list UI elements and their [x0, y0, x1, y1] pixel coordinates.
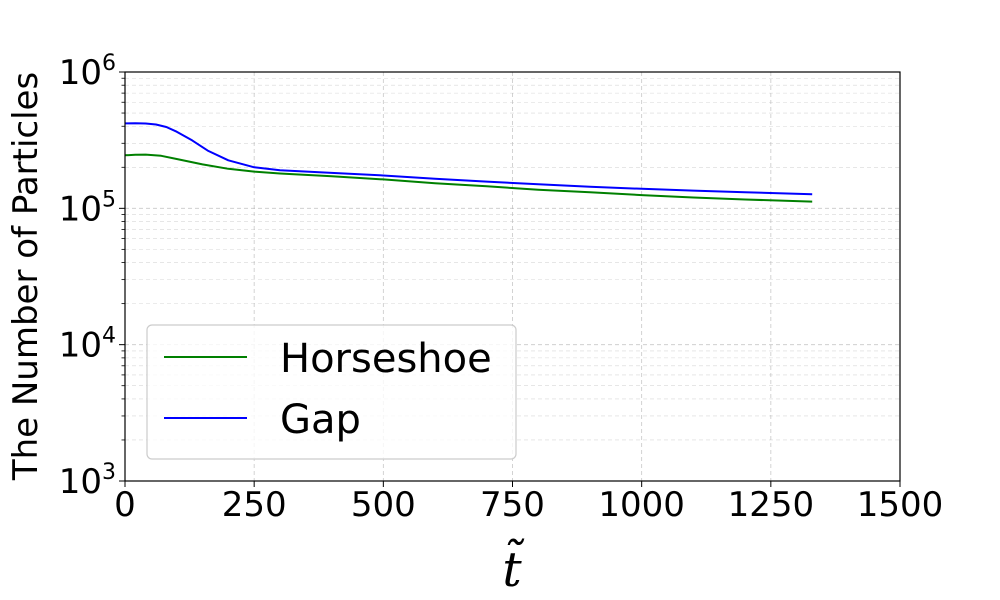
y-axis-label: The Number of Particles: [6, 72, 46, 481]
x-tick-label: 1500: [857, 485, 944, 525]
series-line-gap: [124, 122, 813, 196]
legend-label-horseshoe: Horseshoe: [280, 336, 492, 382]
y-tick-exponent: 4: [102, 324, 116, 349]
x-tick-label: 0: [114, 485, 136, 525]
x-axis-label: t̃: [502, 538, 524, 598]
y-tick-label: 105: [59, 187, 116, 229]
x-tick-label: 500: [351, 485, 416, 525]
y-tick-base: 10: [59, 189, 102, 229]
series-line-horseshoe: [124, 153, 813, 203]
x-tick-label: 250: [222, 485, 287, 525]
y-tick-base: 10: [59, 53, 102, 93]
y-tick-exponent: 6: [102, 51, 116, 76]
x-tick-label: 1000: [598, 485, 685, 525]
x-tick-label: 750: [480, 485, 545, 525]
y-tick-base: 10: [59, 462, 102, 502]
legend-label-gap: Gap: [280, 397, 361, 443]
y-tick-label: 104: [59, 324, 116, 366]
legend-box: [146, 324, 517, 460]
x-tick-label: 1250: [728, 485, 815, 525]
y-tick-label: 103: [59, 460, 116, 502]
series-layer: [124, 122, 813, 203]
y-tick-exponent: 5: [102, 187, 116, 212]
y-tick-label: 106: [59, 51, 116, 93]
y-tick-exponent: 3: [102, 460, 116, 485]
y-tick-base: 10: [59, 326, 102, 366]
legend: Horseshoe Gap: [146, 324, 517, 460]
